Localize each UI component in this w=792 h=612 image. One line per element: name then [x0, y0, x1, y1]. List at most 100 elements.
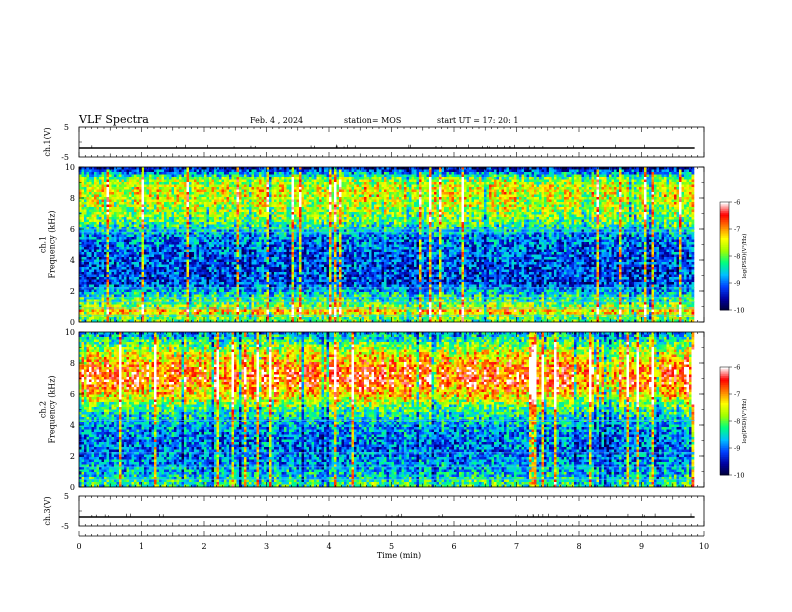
- spectrogram-cell: [189, 207, 192, 210]
- spectrogram-cell: [162, 265, 165, 268]
- spectrogram-cell: [127, 175, 130, 178]
- spectrogram-cell: [229, 195, 232, 198]
- spectrogram-cell: [112, 317, 115, 320]
- spectrogram-cell: [234, 235, 237, 238]
- spectrogram-cell: [169, 257, 172, 260]
- spectrogram-cell: [144, 182, 147, 185]
- spectrogram-cell: [262, 250, 265, 253]
- spectrogram-cell: [237, 235, 240, 238]
- spectrogram-cell: [97, 197, 100, 200]
- spectrogram-cell: [254, 242, 257, 245]
- spectrogram-cell: [174, 225, 177, 228]
- spectrogram-cell: [244, 242, 247, 245]
- spectrogram-cell: [197, 282, 200, 285]
- spectrogram-cell: [229, 190, 232, 193]
- spectrogram-cell: [254, 245, 257, 248]
- spectrogram-cell: [114, 272, 117, 275]
- spectrogram-cell: [134, 210, 137, 213]
- spectrogram-cell: [229, 312, 232, 315]
- spectrogram-cell: [127, 267, 130, 270]
- spectrogram-cell: [79, 227, 82, 230]
- spectrogram-cell: [239, 292, 242, 295]
- spectrogram-cell: [187, 192, 190, 195]
- spectrogram-cell: [117, 222, 120, 225]
- spectrogram-cell: [244, 200, 247, 203]
- spectrogram-cell: [97, 267, 100, 270]
- spectrogram-cell: [147, 287, 150, 290]
- spectrogram-cell: [109, 252, 112, 255]
- spectrogram-cell: [209, 270, 212, 273]
- spectrogram-cell: [239, 245, 242, 248]
- spectrogram-cell: [109, 265, 112, 268]
- spectrogram-cell: [104, 245, 107, 248]
- spectrogram-cell: [139, 310, 142, 313]
- spectrogram-cell: [159, 207, 162, 210]
- spectrogram-cell: [137, 287, 140, 290]
- spectrogram-cell: [254, 207, 257, 210]
- spectrogram-cell: [119, 207, 122, 210]
- spectrogram-cell: [189, 250, 192, 253]
- spectrogram-cell: [99, 222, 102, 225]
- spectrogram-cell: [99, 245, 102, 248]
- spectrogram-cell: [117, 287, 120, 290]
- spectrogram-cell: [249, 282, 252, 285]
- spectrogram-cell: [194, 277, 197, 280]
- spectrogram-cell: [119, 235, 122, 238]
- spectrogram-cell: [122, 280, 125, 283]
- spectrogram-cell: [217, 255, 220, 258]
- spectrogram-cell: [87, 272, 90, 275]
- spectrogram-cell: [264, 187, 267, 190]
- spectrogram-cell: [209, 237, 212, 240]
- spectrogram-cell: [169, 280, 172, 283]
- spectrogram-cell: [164, 197, 167, 200]
- spectrogram-cell: [247, 237, 250, 240]
- spectrogram-cell: [172, 192, 175, 195]
- spectrogram-cell: [184, 255, 187, 258]
- spectrogram-cell: [89, 282, 92, 285]
- spectrogram-cell: [257, 277, 260, 280]
- spectrogram-cell: [232, 267, 235, 270]
- spectrogram-cell: [114, 185, 117, 188]
- spectrogram-cell: [262, 177, 265, 180]
- spectrogram-cell: [209, 277, 212, 280]
- spectrogram-cell: [109, 172, 112, 175]
- spectrogram-cell: [157, 190, 160, 193]
- spectrogram-cell: [92, 282, 95, 285]
- spectrogram-cell: [262, 192, 265, 195]
- spectrogram-cell: [259, 240, 262, 243]
- spectrogram-cell: [189, 197, 192, 200]
- spectrogram-cell: [199, 257, 202, 260]
- spectrogram-cell: [109, 205, 112, 208]
- spectrogram-cell: [87, 312, 90, 315]
- spectrogram-cell: [229, 207, 232, 210]
- spectrogram-cell: [239, 222, 242, 225]
- spectrogram-cell: [159, 185, 162, 188]
- spectrogram-cell: [99, 192, 102, 195]
- spectrogram-cell: [194, 197, 197, 200]
- spectrogram-cell: [147, 267, 150, 270]
- spectrogram-cell: [197, 187, 200, 190]
- spectrogram-cell: [157, 302, 160, 305]
- spectrogram-cell: [87, 280, 90, 283]
- figure-title: VLF Spectra: [78, 113, 149, 126]
- spectrogram-cell: [142, 257, 145, 260]
- spectrogram-cell: [197, 175, 200, 178]
- spectrogram-cell: [124, 225, 127, 228]
- spectrogram-cell: [209, 302, 212, 305]
- spectrogram-cell: [177, 272, 180, 275]
- spectrogram-cell: [142, 285, 145, 288]
- spectrogram-cell: [144, 262, 147, 265]
- spectrogram-cell: [109, 217, 112, 220]
- spectrogram-cell: [232, 290, 235, 293]
- spectrogram-cell: [192, 182, 195, 185]
- spectrogram-cell: [164, 257, 167, 260]
- spectrogram-cell: [177, 197, 180, 200]
- spectrogram-cell: [257, 290, 260, 293]
- spectrogram-cell: [252, 310, 255, 313]
- spectrogram-cell: [194, 187, 197, 190]
- spectrogram-cell: [249, 317, 252, 320]
- spectrogram-cell: [127, 285, 130, 288]
- spectrogram-cell: [97, 250, 100, 253]
- spectrogram-cell: [172, 292, 175, 295]
- spectrogram-cell: [242, 172, 245, 175]
